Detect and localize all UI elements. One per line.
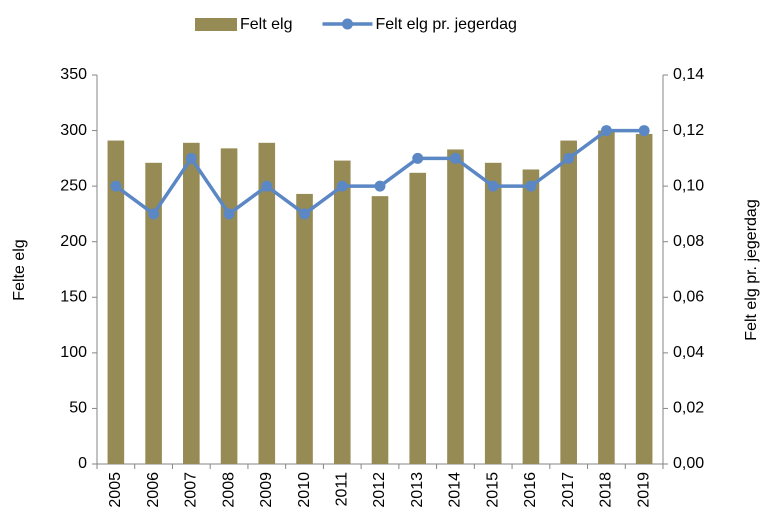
x-tick-label: 2013 — [409, 472, 426, 508]
bar — [333, 160, 351, 464]
bar — [409, 172, 427, 464]
line-marker — [412, 152, 424, 164]
x-tick-label: 2015 — [484, 472, 501, 508]
y-tick-label: 300 — [60, 122, 87, 139]
y2-tick-label: 0,12 — [673, 122, 704, 139]
line-marker — [299, 208, 311, 220]
x-tick-label: 2011 — [333, 472, 350, 507]
bar — [220, 148, 238, 464]
x-tick-label: 2005 — [107, 472, 124, 508]
x-tick-label: 2014 — [447, 472, 464, 508]
line-marker — [336, 180, 348, 192]
bar — [258, 142, 276, 464]
line-marker — [487, 180, 499, 192]
y2-tick-label: 0,10 — [673, 177, 704, 194]
y-tick-label: 100 — [60, 344, 87, 361]
y2-tick-label: 0,00 — [673, 455, 704, 472]
y2-axis-title: Felt elg pr. jegerdag — [743, 199, 760, 340]
x-tick-label: 2010 — [296, 472, 313, 508]
line-marker — [185, 152, 197, 164]
y-axis-title: Felte elg — [11, 239, 28, 300]
x-tick-label: 2012 — [371, 472, 388, 508]
line-marker — [374, 180, 386, 192]
legend-swatch — [195, 18, 237, 31]
bar — [484, 162, 502, 464]
y2-tick-label: 0,04 — [673, 344, 704, 361]
line-marker — [261, 180, 273, 192]
y-tick-label: 150 — [60, 289, 87, 306]
y2-tick-label: 0,06 — [673, 289, 704, 306]
y2-tick-label: 0,14 — [673, 66, 704, 83]
y-tick-label: 200 — [60, 233, 87, 250]
y-tick-label: 350 — [60, 66, 87, 83]
bar — [635, 133, 653, 465]
x-tick-label: 2006 — [145, 472, 162, 508]
x-tick-label: 2019 — [635, 472, 652, 508]
y-tick-label: 0 — [78, 455, 87, 472]
legend-label: Felt elg pr. jegerdag — [375, 16, 516, 33]
bar — [371, 196, 389, 464]
line-marker — [148, 208, 160, 220]
x-tick-label: 2016 — [522, 472, 539, 508]
legend-swatch — [341, 18, 353, 30]
y2-tick-label: 0,08 — [673, 233, 704, 250]
bar — [107, 140, 125, 464]
bar — [183, 142, 200, 464]
y-tick-label: 250 — [60, 177, 87, 194]
bar — [598, 130, 615, 465]
bar — [560, 140, 577, 464]
bar — [522, 169, 540, 464]
x-tick-label: 2018 — [598, 472, 615, 508]
y-tick-label: 50 — [69, 400, 87, 417]
x-tick-label: 2009 — [258, 472, 275, 508]
line-marker — [449, 152, 461, 164]
x-tick-label: 2008 — [220, 472, 237, 508]
bar — [296, 193, 313, 464]
line-marker — [563, 152, 575, 164]
x-tick-label: 2007 — [183, 472, 200, 508]
line-marker — [110, 180, 122, 192]
line-marker — [638, 125, 650, 137]
line-marker — [600, 125, 612, 137]
line-marker — [525, 180, 537, 192]
bar — [145, 162, 162, 464]
line-marker — [223, 208, 235, 220]
legend-label: Felt elg — [240, 16, 292, 33]
x-tick-label: 2017 — [560, 472, 577, 508]
bar — [447, 149, 464, 465]
y2-tick-label: 0,02 — [673, 400, 704, 417]
